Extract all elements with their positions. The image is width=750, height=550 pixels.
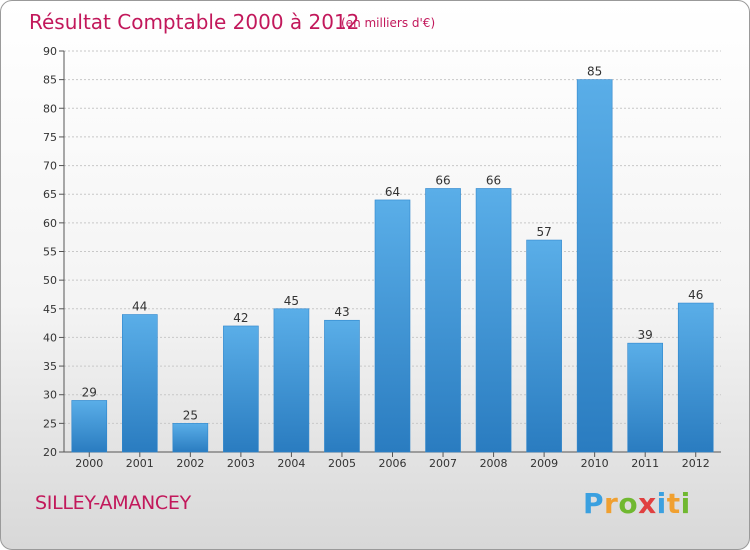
x-tick-label-2001: 2001 — [126, 457, 154, 470]
value-label-2011: 39 — [638, 328, 653, 342]
bar-2004 — [273, 308, 310, 453]
logo-letter-3: x — [638, 487, 657, 520]
x-tick-label-2010: 2010 — [581, 457, 609, 470]
value-label-2000: 29 — [82, 385, 97, 399]
axes: 20 25 30 35 40 45 50 55 60 65 70 75 80 85 90 — [43, 45, 721, 459]
x-tick-label-2007: 2007 — [429, 457, 457, 470]
value-label-2009: 57 — [536, 225, 551, 239]
bar-2012 — [677, 302, 714, 453]
chart-subtitle: (en milliers d'€) — [341, 16, 435, 30]
bar-2008 — [475, 188, 512, 453]
value-label-2010: 85 — [587, 65, 602, 79]
bar-2010 — [576, 79, 613, 453]
y-tick-label-20: 20 — [43, 446, 57, 459]
y-tick-label-35: 35 — [43, 360, 57, 373]
y-tick-label-85: 85 — [43, 74, 57, 87]
value-label-2002: 25 — [183, 408, 198, 422]
y-tick-label-75: 75 — [43, 131, 57, 144]
y-tick-label-90: 90 — [43, 45, 57, 58]
x-tick-label-2003: 2003 — [227, 457, 255, 470]
chart-title: Résultat Comptable 2000 à 2012 — [29, 10, 359, 34]
logo-letter-6: i — [680, 487, 691, 520]
y-tick-label-55: 55 — [43, 246, 57, 259]
logo-letter-1: r — [604, 487, 619, 520]
y-tick-label-60: 60 — [43, 217, 57, 230]
y-tick-label-70: 70 — [43, 160, 57, 173]
x-tick-label-2009: 2009 — [530, 457, 558, 470]
logo-letter-2: o — [618, 487, 639, 520]
bar-2003 — [223, 325, 259, 453]
y-tick-label-45: 45 — [43, 303, 57, 316]
x-tick-label-2002: 2002 — [176, 457, 204, 470]
value-label-2008: 66 — [486, 173, 501, 187]
bar-2002 — [172, 423, 209, 453]
proxiti-logo: Proxiti — [583, 487, 691, 520]
y-tick-label-50: 50 — [43, 274, 57, 287]
x-tick-label-2011: 2011 — [631, 457, 659, 470]
logo-letter-5: t — [666, 487, 681, 520]
bar-2006 — [374, 199, 411, 453]
commune-name: SILLEY-AMANCEY — [35, 492, 191, 514]
value-label-2005: 43 — [334, 305, 349, 319]
x-tick-label-2005: 2005 — [328, 457, 356, 470]
y-tick-label-80: 80 — [43, 102, 57, 115]
bar-2005 — [324, 319, 360, 453]
value-label-2012: 46 — [688, 288, 703, 302]
x-tick-label-2008: 2008 — [480, 457, 508, 470]
y-tick-label-65: 65 — [43, 188, 57, 201]
logo-letter-4: i — [656, 487, 667, 520]
value-label-2006: 64 — [385, 185, 400, 199]
x-tick-label-2012: 2012 — [682, 457, 710, 470]
bar-2009 — [526, 239, 562, 453]
y-tick-label-25: 25 — [43, 417, 57, 430]
labels: 2000 29 2001 44 2002 25 2003 42 2004 45 2005 43 2006… — [75, 65, 709, 470]
x-tick-label-2000: 2000 — [75, 457, 103, 470]
bar-2000 — [71, 400, 108, 453]
y-tick-label-40: 40 — [43, 331, 57, 344]
bar-2001 — [122, 314, 158, 453]
logo-letter-0: P — [583, 487, 605, 520]
value-label-2004: 45 — [284, 294, 299, 308]
x-tick-label-2004: 2004 — [277, 457, 305, 470]
value-label-2001: 44 — [132, 300, 147, 314]
value-label-2003: 42 — [233, 311, 248, 325]
bars — [71, 79, 714, 453]
y-tick-label-30: 30 — [43, 389, 57, 402]
bar-2011 — [627, 342, 663, 453]
x-tick-label-2006: 2006 — [379, 457, 407, 470]
value-label-2007: 66 — [435, 173, 450, 187]
bar-2007 — [425, 188, 461, 453]
